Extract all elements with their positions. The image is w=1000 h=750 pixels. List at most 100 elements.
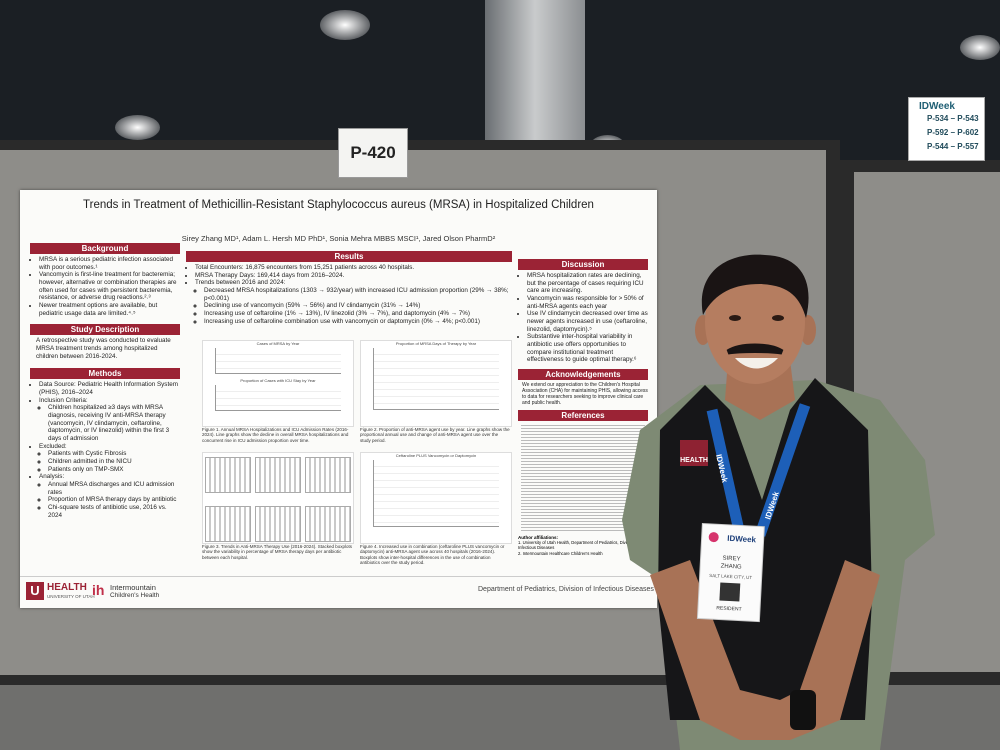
uofu-sub: UNIVERSITY OF UTAH [47,594,95,599]
section-heading: References [518,410,648,422]
figure-plot [373,348,499,410]
lanyard [706,408,746,537]
section-heading: Discussion [518,259,648,270]
bullet-text: Trends between 2016 and 2024: [195,279,286,287]
sign-range: P-544 – P-557 [927,142,979,151]
badge-last: ZHANG [721,564,743,571]
sign-range: P-592 – P-602 [927,128,979,137]
figure-plot [215,385,341,411]
bullet: Total Encounters: 16,875 encounters from… [195,264,512,272]
study-text: A retrospective study was conducted to e… [36,337,171,360]
bullet-text: Analysis: [39,473,65,481]
sub-bullet: Declining use of vancomycin (59% → 56%) … [204,302,512,310]
section-heading: Study Description [30,324,180,336]
figure-panel [205,457,251,493]
badge-card [696,522,765,623]
results-list: Total Encounters: 16,875 encounters from… [186,264,512,325]
figure-caption: Figure 3. Trends in Anti-MRSA Therapy Us… [202,544,352,560]
bullet-text: Total Encounters: 16,875 encounters from… [195,264,415,271]
figure-chart-title: Cases of MRSA by Year [256,341,300,346]
bullet-text: Excluded: [39,442,67,450]
section-heading: Methods [30,368,180,380]
section-heading: Results [186,251,512,262]
bullet: Use IV clindamycin decreased over time a… [527,310,648,333]
bullet: Excluded:Patients with Cystic FibrosisCh… [39,443,180,474]
figure-caption: Figure 4. Increased use in combination (… [360,544,505,566]
figure-chart-title: Proportion of MRSA Days of Therapy by Ye… [395,341,477,346]
figure [202,452,354,544]
sign-brand: IDWeek [919,101,955,112]
sign-ranges: P-534 – P-543 P-592 – P-602 P-544 – P-557 [909,112,984,154]
ack-text: We extend our appreciation to the Childr… [522,382,648,407]
sub-list: Children hospitalized ≥3 days with MRSA … [39,404,180,442]
badge-city: SALT LAKE CITY, UT [709,573,752,580]
right-column: Discussion MRSA hospitalization rates ar… [518,256,648,556]
pillar [485,0,585,150]
left-column: Background MRSA is a serious pediatric i… [30,240,180,519]
sub-bullet: Increasing use of ceftaroline (1% → 13%)… [204,310,512,318]
smile [735,358,778,369]
hair [701,254,809,318]
bullet: Vancomycin is first-line treatment for b… [39,271,180,302]
lanyard [754,403,811,537]
figure: Cases of MRSA by Year Proportion of Cases… [202,340,354,427]
figure-plot [215,348,341,374]
bullet: Substantive inter-hospital variability i… [527,333,648,364]
affiliations: 1. University of Utah Health, Department… [518,540,648,555]
bullet: Vancomycin was responsible for > 50% of … [527,295,648,310]
department: Department of Pediatrics, Division of In… [478,586,654,593]
ih-logo: ih [92,582,105,598]
uofu-text: HEALTH [47,582,87,593]
figure: Ceftaroline PLUS Vancomycin or Daptomyci… [360,452,512,544]
figure-panel [305,506,351,542]
badge-qr [719,582,741,602]
figure-chart-title: Proportion of Cases with ICU Stay by Yea… [240,378,316,383]
sign-range: P-534 – P-543 [927,114,979,123]
bullet-text: MRSA Therapy Days: 169,414 days from 201… [195,271,345,279]
bullet-text: Data Source: Pediatric Health Informatio… [39,381,178,397]
sub-list: Decreased MRSA hospitalizations (1303 → … [195,287,512,325]
methods-list: Data Source: Pediatric Health Informatio… [30,381,180,519]
sub-bullet: Patients only on TMP-SMX [48,466,180,474]
idweek-sign: IDWeek P-534 – P-543 P-592 – P-602 P-544 –… [908,97,985,161]
sub-bullet: Children hospitalized ≥3 days with MRSA … [48,404,180,442]
badge-brand: IDWeek [727,534,757,545]
figure-caption: Figure 2. Proportion of anti-MRSA agent … [360,427,510,443]
sub-bullet: Patients with Cystic Fibrosis [48,450,180,458]
bullet: Data Source: Pediatric Health Informatio… [39,381,180,396]
bullet: Trends between 2016 and 2024:Decreased M… [195,279,512,325]
figure: Proportion of MRSA Days of Therapy by Ye… [360,340,512,427]
badge-role: RESIDENT [716,605,742,612]
poster-title: Trends in Treatment of Methicillin-Resis… [83,199,594,211]
badge: IDWeek SIREY ZHANG SALT LAKE CITY, UT RE… [696,522,765,623]
affiliation-heading: Author affiliations: [518,535,558,541]
booth-sign: P-420 [338,128,408,178]
sub-bullet: Decreased MRSA hospitalizations (1303 → … [204,287,512,302]
ih-text: Intermountain [110,583,156,592]
section-heading: Background [30,243,180,254]
shirt-logo-box [680,440,708,466]
badge-first: SIREY [722,556,740,563]
shirt-logo: HEALTH [680,457,708,464]
figure-plot [373,460,499,527]
section-heading: Acknowledgements [518,369,648,381]
poster: Trends in Treatment of Methicillin-Resis… [20,190,657,608]
forearms [650,560,880,740]
middle-column: Results Total Encounters: 16,875 encount… [186,248,512,325]
affiliation: 1. University of Utah Health, Department… [518,540,640,551]
figure-panel [255,457,301,493]
bullet: Analysis:Annual MRSA discharges and ICU … [39,473,180,519]
sub-bullet: Proportion of MRSA therapy days by antib… [48,496,180,504]
poster-footer: U HEALTH UNIVERSITY OF UTAH ih Intermoun… [20,576,657,608]
watch [790,690,816,730]
affiliation: 2. Intermountain Healthcare Children's H… [518,550,603,556]
figure-panel [305,457,351,493]
ceiling-light [960,35,1000,60]
figure-chart-title: Ceftaroline PLUS Vancomycin or Daptomyci… [395,453,477,458]
badge-heart [708,532,719,543]
sub-bullet: Chi-square tests of antibiotic use, 2016… [48,504,180,519]
poster-authors: Sirey Zhang MD¹, Adam L. Hersh MD PhD¹, … [181,234,496,243]
sub-bullet: Annual MRSA discharges and ICU admission… [48,481,180,496]
sub-bullet: Children admitted in the NICU [48,458,180,466]
